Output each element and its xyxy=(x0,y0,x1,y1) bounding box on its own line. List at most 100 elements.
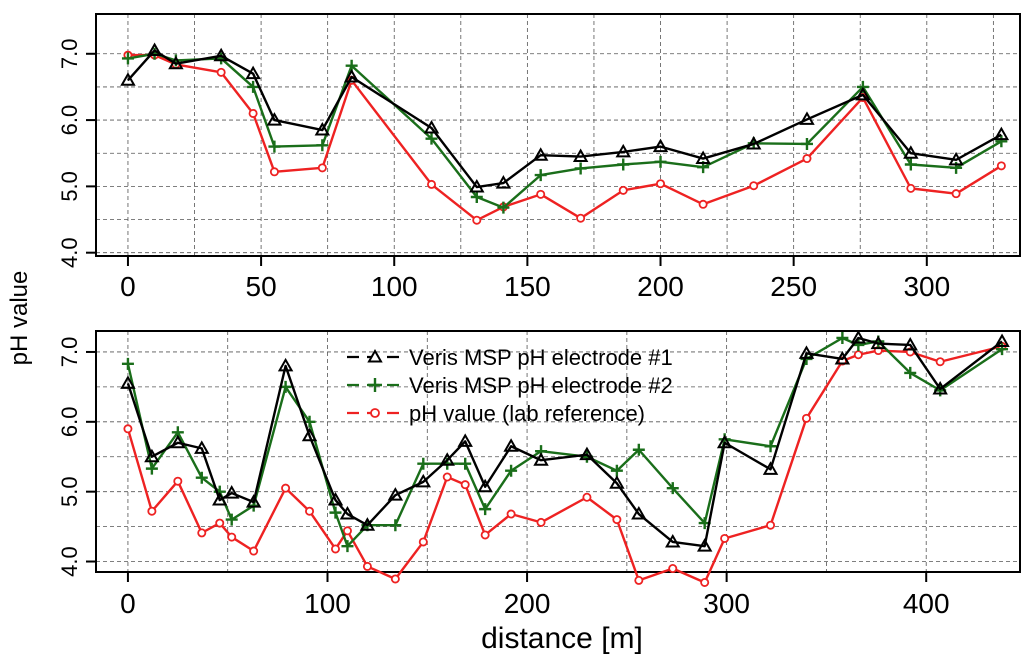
legend-marker xyxy=(367,348,383,363)
data-point xyxy=(762,461,779,475)
series-2 xyxy=(121,331,1009,553)
x-tick-label: 300 xyxy=(703,588,750,619)
series-3 xyxy=(123,341,1007,587)
data-point xyxy=(700,577,710,587)
data-point xyxy=(305,506,315,516)
data-point xyxy=(996,161,1006,171)
data-point xyxy=(215,518,225,528)
y-tick-label: 5.0 xyxy=(57,171,82,202)
series-line xyxy=(127,49,1002,189)
data-point xyxy=(798,345,815,359)
x-tick-label: 0 xyxy=(120,588,136,619)
data-point xyxy=(906,183,916,193)
data-point xyxy=(173,476,183,486)
legend-label: Veris MSP pH electrode #2 xyxy=(409,373,673,398)
data-point xyxy=(387,487,404,501)
data-point xyxy=(423,120,440,134)
data-point xyxy=(836,331,849,344)
data-point xyxy=(609,475,625,489)
data-point xyxy=(120,72,136,86)
data-point xyxy=(269,167,279,177)
data-point xyxy=(801,413,811,423)
data-point xyxy=(536,517,546,527)
data-point xyxy=(343,68,360,83)
data-point xyxy=(802,154,812,164)
x-tick-label: 250 xyxy=(770,271,817,302)
x-tick-label: 200 xyxy=(637,271,684,302)
y-tick-label: 4.0 xyxy=(57,546,82,577)
data-point xyxy=(479,503,492,516)
y-tick-label: 7.0 xyxy=(57,337,82,368)
data-point xyxy=(698,199,708,209)
data-point xyxy=(995,135,1008,148)
data-point xyxy=(459,457,472,470)
data-point xyxy=(329,506,342,519)
data-point xyxy=(668,564,678,574)
data-point xyxy=(442,472,452,482)
bottom-panel: 0 100 200 300 400 4.0 5.0 6.0 7.0 Veris MSP pH el… xyxy=(57,329,1021,619)
data-point xyxy=(935,357,945,367)
data-point xyxy=(574,162,587,175)
data-point xyxy=(197,528,207,538)
data-point xyxy=(223,485,240,499)
data-point xyxy=(415,473,432,488)
data-point xyxy=(359,517,376,531)
data-point xyxy=(617,158,630,171)
data-point xyxy=(389,519,402,532)
data-point xyxy=(227,532,237,542)
grid xyxy=(96,331,1020,572)
data-point xyxy=(390,574,400,584)
series-line xyxy=(127,53,1002,222)
data-point xyxy=(582,492,592,502)
data-point xyxy=(615,143,631,158)
data-point xyxy=(470,190,483,203)
data-point xyxy=(533,452,549,466)
data-point xyxy=(654,155,667,168)
data-point xyxy=(439,452,455,466)
x-axis-label: distance [m] xyxy=(481,622,643,655)
data-point xyxy=(330,544,340,554)
data-point xyxy=(903,145,919,159)
series-line xyxy=(127,52,1002,209)
data-point xyxy=(716,434,733,449)
y-tick-label: 6.0 xyxy=(57,105,82,136)
x-tick-label: 100 xyxy=(371,271,418,302)
y-tick-label: 7.0 xyxy=(57,38,82,69)
data-point xyxy=(317,163,327,173)
data-point xyxy=(506,509,516,519)
data-point xyxy=(749,181,759,191)
data-point xyxy=(425,132,438,145)
data-point xyxy=(266,112,283,126)
data-point xyxy=(327,492,344,506)
data-point xyxy=(631,506,647,520)
data-point xyxy=(417,457,430,470)
data-point xyxy=(850,329,867,344)
data-point xyxy=(147,506,157,516)
legend: Veris MSP pH electrode #1 Veris MSP pH el… xyxy=(347,345,673,426)
data-point xyxy=(656,179,666,189)
data-point xyxy=(339,506,356,520)
data-point xyxy=(121,357,134,370)
legend-marker xyxy=(368,378,382,392)
x-tick-label: 400 xyxy=(903,588,950,619)
x-tick-label: 50 xyxy=(246,271,277,302)
data-point xyxy=(572,148,589,163)
series-line xyxy=(126,336,1003,548)
data-point xyxy=(764,440,777,453)
x-tick-label: 100 xyxy=(304,588,351,619)
data-point xyxy=(314,122,331,136)
data-point xyxy=(146,42,163,56)
data-point xyxy=(427,179,437,189)
data-point xyxy=(994,333,1010,347)
data-point xyxy=(341,540,354,553)
data-point xyxy=(904,158,917,171)
data-point xyxy=(268,140,281,153)
data-point xyxy=(480,530,490,540)
data-point xyxy=(532,147,549,161)
data-point xyxy=(666,482,679,495)
y-axis-label: pH value xyxy=(6,271,33,366)
data-point xyxy=(301,427,318,442)
data-point xyxy=(120,375,136,389)
data-point xyxy=(505,464,518,477)
